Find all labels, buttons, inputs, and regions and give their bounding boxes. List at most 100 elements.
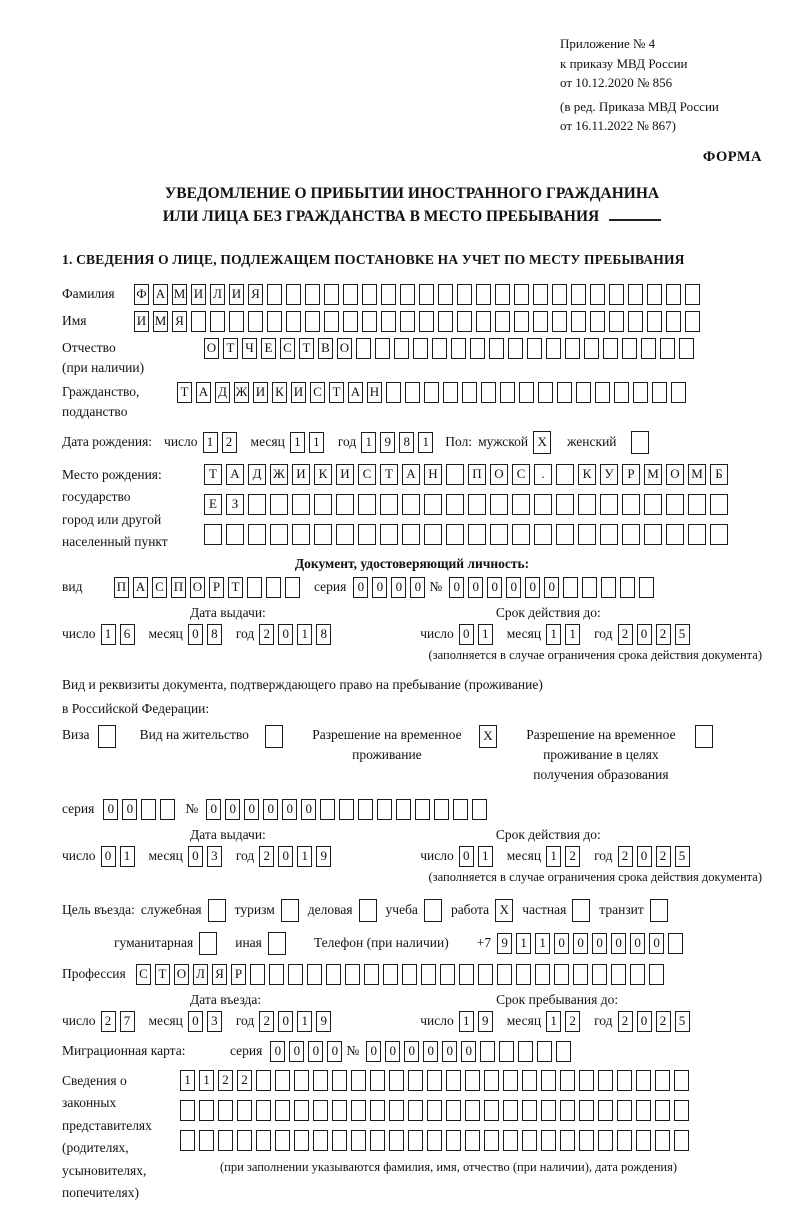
- char-box[interactable]: [644, 523, 662, 545]
- char-box[interactable]: [324, 283, 339, 305]
- char-box[interactable]: 1: [297, 623, 313, 645]
- char-box[interactable]: [443, 381, 458, 403]
- char-box[interactable]: [468, 523, 486, 545]
- char-box[interactable]: 5: [674, 1010, 690, 1032]
- char-box[interactable]: [617, 1099, 632, 1121]
- char-box[interactable]: [652, 381, 667, 403]
- birth-place-row3-input[interactable]: [204, 523, 732, 545]
- char-box[interactable]: [688, 493, 706, 515]
- char-box[interactable]: [336, 493, 354, 515]
- char-box[interactable]: X: [478, 724, 497, 748]
- char-box[interactable]: Ж: [270, 463, 288, 485]
- char-box[interactable]: 2: [617, 1010, 633, 1032]
- char-box[interactable]: [389, 1099, 404, 1121]
- char-box[interactable]: [457, 283, 472, 305]
- char-box[interactable]: [590, 310, 605, 332]
- char-box[interactable]: 1: [418, 431, 434, 453]
- char-box[interactable]: [408, 1069, 423, 1091]
- char-box[interactable]: 0: [391, 576, 407, 598]
- char-box[interactable]: [438, 310, 453, 332]
- char-box[interactable]: [522, 1129, 537, 1151]
- char-box[interactable]: [560, 1129, 575, 1151]
- char-box[interactable]: 0: [461, 1040, 477, 1062]
- char-box[interactable]: [446, 1099, 461, 1121]
- char-box[interactable]: 1: [180, 1069, 195, 1091]
- char-box[interactable]: [571, 310, 586, 332]
- char-box[interactable]: 5: [674, 845, 690, 867]
- char-box[interactable]: М: [688, 463, 706, 485]
- char-box[interactable]: [275, 1129, 290, 1151]
- char-box[interactable]: [370, 1069, 385, 1091]
- char-box[interactable]: А: [153, 283, 168, 305]
- char-box[interactable]: [180, 1099, 195, 1121]
- char-box[interactable]: [590, 283, 605, 305]
- char-box[interactable]: [389, 1069, 404, 1091]
- char-box[interactable]: [611, 963, 626, 985]
- char-box[interactable]: [440, 963, 455, 985]
- char-box[interactable]: [572, 898, 591, 922]
- char-box[interactable]: [446, 1069, 461, 1091]
- char-box[interactable]: 0: [468, 576, 484, 598]
- char-box[interactable]: Т: [228, 576, 243, 598]
- char-box[interactable]: [595, 381, 610, 403]
- char-box[interactable]: 1: [477, 623, 493, 645]
- char-box[interactable]: [484, 1069, 499, 1091]
- char-box[interactable]: О: [174, 963, 189, 985]
- char-box[interactable]: 2: [655, 623, 671, 645]
- purpose-work-checkbox[interactable]: X: [495, 898, 514, 922]
- char-box[interactable]: О: [490, 463, 508, 485]
- char-box[interactable]: [609, 283, 624, 305]
- char-box[interactable]: В: [318, 337, 333, 359]
- char-box[interactable]: [351, 1069, 366, 1091]
- char-box[interactable]: 2: [259, 1010, 275, 1032]
- char-box[interactable]: [320, 798, 336, 820]
- char-box[interactable]: И: [292, 463, 310, 485]
- char-box[interactable]: [267, 931, 286, 955]
- char-box[interactable]: [423, 898, 442, 922]
- char-box[interactable]: 1: [119, 845, 135, 867]
- char-box[interactable]: С: [310, 381, 325, 403]
- char-box[interactable]: [495, 283, 510, 305]
- char-box[interactable]: [666, 310, 681, 332]
- char-box[interactable]: [560, 1099, 575, 1121]
- char-box[interactable]: [603, 337, 618, 359]
- char-box[interactable]: [280, 898, 299, 922]
- visa-checkbox[interactable]: [97, 724, 116, 748]
- char-box[interactable]: [207, 898, 226, 922]
- char-box[interactable]: 3: [206, 845, 222, 867]
- char-box[interactable]: [332, 1099, 347, 1121]
- char-box[interactable]: 0: [100, 845, 116, 867]
- char-box[interactable]: 0: [282, 798, 298, 820]
- char-box[interactable]: [275, 1099, 290, 1121]
- char-box[interactable]: [541, 1129, 556, 1151]
- char-box[interactable]: [620, 576, 636, 598]
- purpose-transit-checkbox[interactable]: [649, 898, 668, 922]
- char-box[interactable]: [386, 381, 401, 403]
- char-box[interactable]: 6: [119, 623, 135, 645]
- char-box[interactable]: [563, 576, 579, 598]
- char-box[interactable]: [419, 283, 434, 305]
- char-box[interactable]: [424, 523, 442, 545]
- char-box[interactable]: 0: [611, 932, 627, 954]
- char-box[interactable]: [668, 932, 684, 954]
- char-box[interactable]: [413, 337, 428, 359]
- char-box[interactable]: С: [358, 463, 376, 485]
- char-box[interactable]: А: [133, 576, 148, 598]
- char-box[interactable]: [313, 1129, 328, 1151]
- char-box[interactable]: [97, 724, 116, 748]
- char-box[interactable]: [579, 1129, 594, 1151]
- char-box[interactable]: [534, 523, 552, 545]
- char-box[interactable]: 0: [592, 932, 608, 954]
- char-box[interactable]: Ф: [134, 283, 149, 305]
- char-box[interactable]: [199, 1099, 214, 1121]
- char-box[interactable]: 2: [617, 845, 633, 867]
- char-box[interactable]: Т: [177, 381, 192, 403]
- char-box[interactable]: П: [114, 576, 129, 598]
- char-box[interactable]: 9: [497, 932, 513, 954]
